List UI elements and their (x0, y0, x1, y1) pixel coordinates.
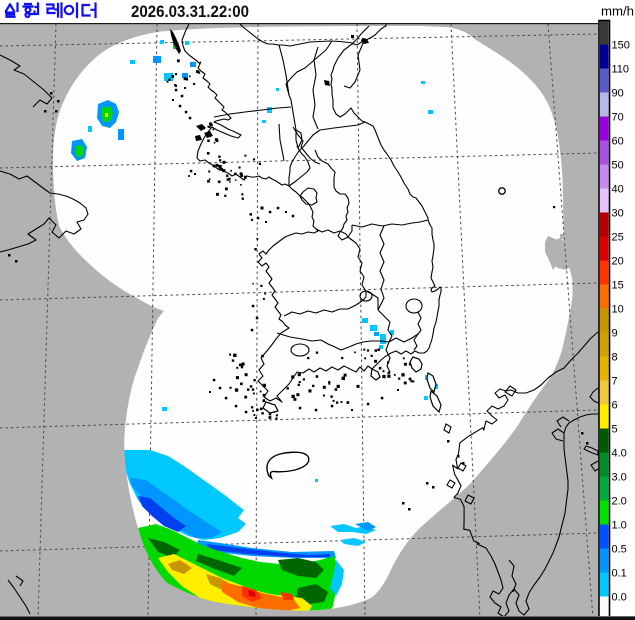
svg-text:6: 6 (612, 400, 618, 412)
svg-text:20: 20 (612, 256, 624, 268)
svg-text:110: 110 (612, 64, 630, 76)
svg-text:2026.03.31.22:00: 2026.03.31.22:00 (131, 3, 249, 21)
svg-text:mm/h: mm/h (601, 5, 634, 19)
svg-text:0.1: 0.1 (612, 568, 627, 580)
svg-text:15: 15 (612, 280, 624, 292)
svg-text:0.0: 0.0 (612, 592, 627, 604)
svg-text:30: 30 (612, 208, 624, 220)
svg-text:4.0: 4.0 (612, 448, 627, 460)
svg-text:9: 9 (612, 328, 618, 340)
svg-text:150: 150 (612, 40, 630, 52)
svg-text:8: 8 (612, 352, 618, 364)
svg-text:10: 10 (612, 304, 624, 316)
svg-text:60: 60 (612, 136, 624, 148)
svg-text:5: 5 (612, 424, 618, 436)
svg-text:0.5: 0.5 (612, 544, 627, 556)
svg-text:40: 40 (612, 184, 624, 196)
svg-text:7: 7 (612, 376, 618, 388)
svg-text:1.0: 1.0 (612, 520, 627, 532)
svg-text:50: 50 (612, 160, 624, 172)
svg-text:3.0: 3.0 (612, 472, 627, 484)
svg-text:2.0: 2.0 (612, 496, 627, 508)
svg-text:25: 25 (612, 232, 624, 244)
svg-text:70: 70 (612, 112, 624, 124)
svg-text:90: 90 (612, 88, 624, 100)
